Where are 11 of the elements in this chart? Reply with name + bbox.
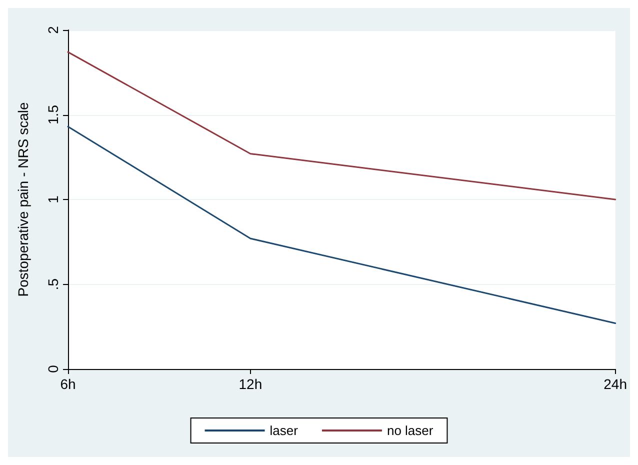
y-axis-title: Postoperative pain - NRS scale [15,102,31,297]
y-tick-label: 2 [45,26,61,34]
y-tick-label: 1 [45,195,61,204]
y-tick-label: 0 [45,364,61,373]
x-tick-label: 12h [238,376,262,392]
y-tick-label: 1.5 [45,104,61,124]
x-tick-label: 24h [604,376,627,392]
legend-label: no laser [386,423,434,438]
legend-label: laser [270,423,299,438]
x-tick-label: 6h [60,376,76,392]
y-tick-label: .5 [45,278,61,290]
